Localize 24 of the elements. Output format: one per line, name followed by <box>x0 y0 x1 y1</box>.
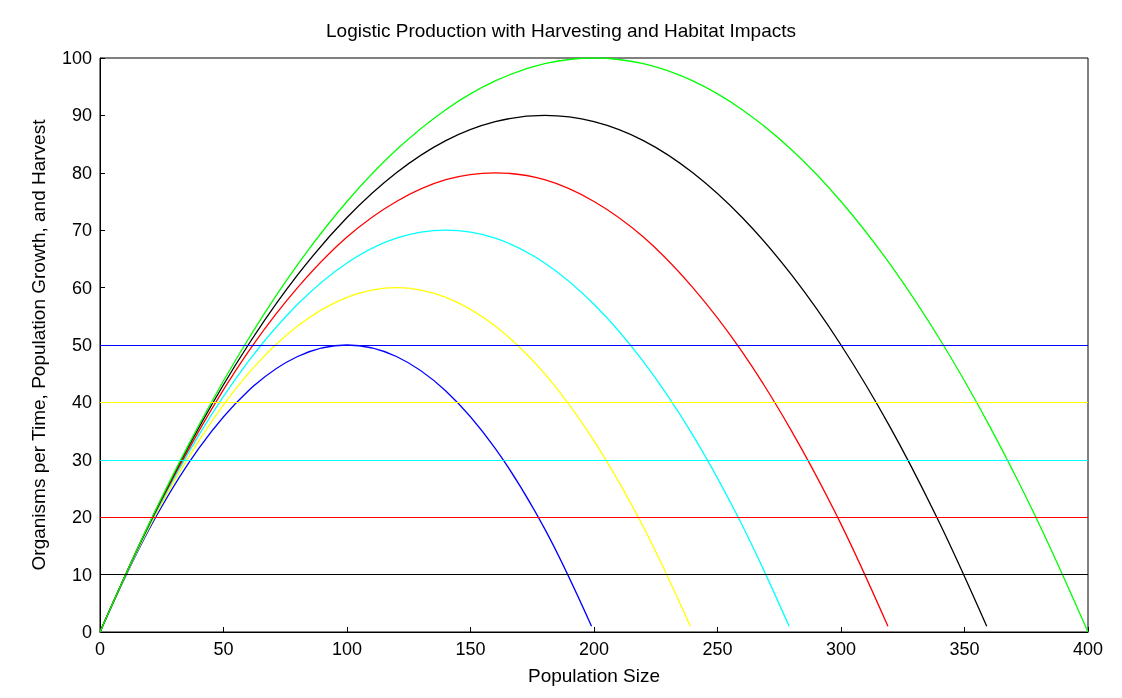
chart-title: Logistic Production with Harvesting and Habitat Impacts <box>326 20 796 41</box>
y-tick-label: 80 <box>71 162 92 183</box>
y-tick-label: 90 <box>71 105 92 126</box>
y-tick-label: 30 <box>71 449 92 470</box>
x-tick-label: 150 <box>455 639 486 659</box>
y-tick-label: 0 <box>81 622 92 642</box>
y-tick-label: 60 <box>71 277 92 298</box>
x-tick-label: 350 <box>949 639 980 659</box>
y-tick-label: 70 <box>71 220 92 241</box>
x-tick-label: 50 <box>213 639 234 659</box>
x-tick-label: 400 <box>1072 639 1104 659</box>
x-tick-label: 100 <box>331 639 363 659</box>
y-tick-label: 40 <box>71 392 92 413</box>
x-tick-label: 300 <box>825 639 857 659</box>
x-tick-label: 200 <box>578 639 610 659</box>
x-tick-label: 0 <box>94 639 106 659</box>
y-tick-label: 10 <box>71 564 92 585</box>
line-series <box>99 57 1089 633</box>
y-tick-label: 50 <box>71 335 92 355</box>
y-tick-label: 100 <box>61 48 92 68</box>
x-axis-title: Population Size <box>527 665 661 686</box>
y-axis-title: Organisms per Time, Population Growth, and Harvest <box>28 118 49 571</box>
y-tick-label: 20 <box>71 507 92 528</box>
x-tick-label: 250 <box>702 639 733 659</box>
